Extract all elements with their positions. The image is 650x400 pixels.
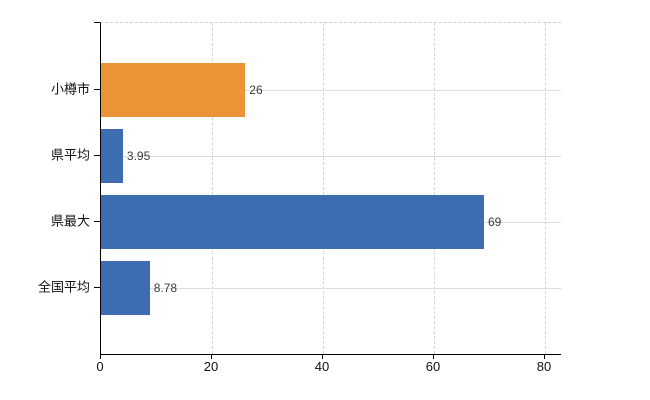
gridline-horizontal	[101, 90, 561, 91]
gridline-vertical	[545, 23, 546, 354]
x-axis-tick	[100, 354, 101, 359]
bar-value-label: 26	[249, 83, 263, 97]
x-axis-tick-label: 20	[203, 359, 219, 374]
category-tick-label: 県平均	[50, 147, 90, 163]
y-axis-tick	[94, 89, 100, 90]
gridline-vertical	[434, 23, 435, 354]
x-axis-tick-label: 0	[96, 359, 104, 374]
plot-area: 26 3.95 69 8.78	[100, 22, 561, 355]
x-axis-tick	[544, 354, 545, 359]
x-axis-tick-label: 60	[425, 359, 441, 374]
category-tick-label: 小樽市	[50, 81, 90, 97]
category-tick-label: 全国平均	[37, 279, 90, 295]
bar-value-label: 69	[487, 215, 502, 229]
y-axis-tick	[94, 221, 100, 222]
bar	[101, 195, 484, 249]
gridline-horizontal	[101, 288, 561, 289]
bar-value-label: 8.78	[153, 281, 178, 295]
y-axis-end-tick	[94, 22, 100, 23]
y-axis-tick	[94, 287, 100, 288]
x-axis-tick	[322, 354, 323, 359]
bar-value-label: 3.95	[126, 149, 151, 163]
bar	[101, 63, 246, 117]
bar	[101, 261, 150, 315]
x-axis-tick-label: 40	[314, 359, 330, 374]
y-axis-tick	[94, 155, 100, 156]
gridline-horizontal	[101, 156, 561, 157]
x-axis-tick-label: 80	[536, 359, 552, 374]
x-axis-tick	[211, 354, 212, 359]
x-axis-tick	[433, 354, 434, 359]
bar	[101, 129, 123, 183]
gridline-vertical	[323, 23, 324, 354]
gridline-vertical	[212, 23, 213, 354]
category-tick-label: 県最大	[50, 213, 90, 229]
